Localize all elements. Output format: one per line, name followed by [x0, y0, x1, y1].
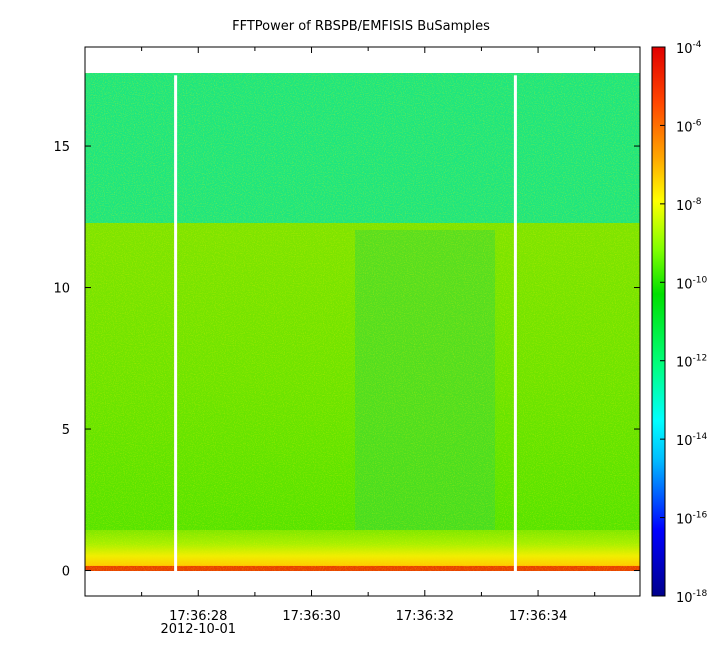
x-tick-label: 17:36:34 [509, 609, 567, 624]
colorbar [651, 46, 666, 597]
colorbar-tick-label: 10-18 [676, 589, 708, 606]
y-tick-label: 15 [53, 140, 70, 155]
noise-texture [85, 73, 640, 571]
colorbar-tick-label: 10-4 [676, 40, 702, 57]
x-tick-label: 17:36:28 [169, 609, 227, 624]
data-gap [513, 75, 517, 574]
data-gap-group [174, 75, 517, 574]
x-axis-date-label: 2012-10-01 [160, 622, 236, 637]
colorbar-tick-label: 10-12 [676, 354, 707, 371]
x-tick-label: 17:36:32 [396, 609, 454, 624]
y-tick-label: 10 [53, 282, 70, 297]
chart-title: FFTPower of RBSPB/EMFISIS BuSamples [232, 19, 490, 34]
colorbar-tick-label: 10-10 [676, 275, 708, 292]
y-tick-label: 5 [62, 423, 70, 438]
colorbar-tick-label: 10-14 [676, 432, 708, 449]
colorbar-tick-label: 10-6 [676, 118, 702, 135]
colorbar-tick-label: 10-8 [676, 197, 702, 214]
colorbar-axis: 10-4 10-6 10-8 10-10 10-12 10-14 10-16 10-18 [660, 40, 708, 606]
x-tick-label: 17:36:30 [282, 609, 340, 624]
plot-frame [84, 46, 641, 597]
data-gap [174, 75, 178, 574]
x-axis: 17:36:28 17:36:30 17:36:32 17:36:34 [141, 47, 596, 624]
y-tick-label: 0 [62, 565, 70, 580]
colorbar-tick-label: 10-16 [676, 511, 708, 528]
y-axis: 0 5 10 15 [53, 140, 640, 580]
plot-area [85, 47, 640, 596]
